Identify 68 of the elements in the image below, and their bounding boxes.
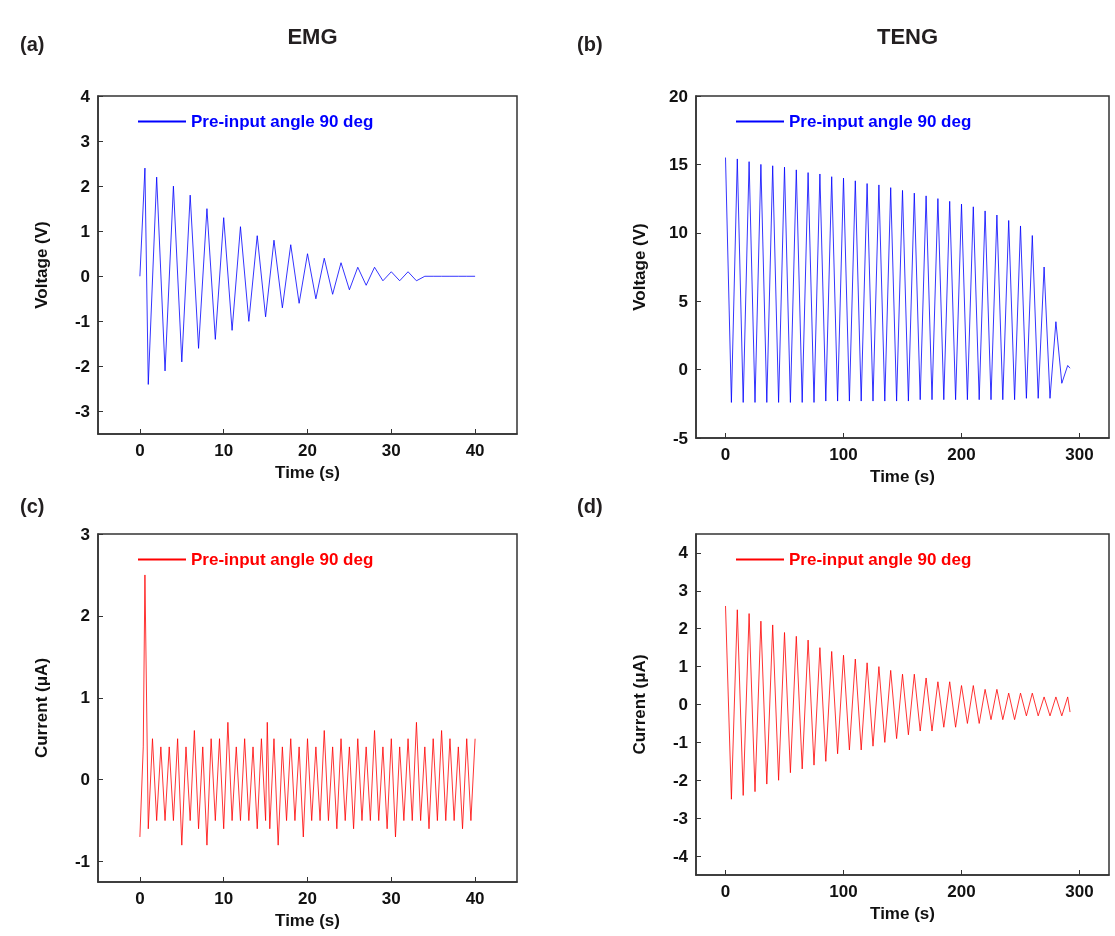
y-tick-label: 4: [678, 543, 689, 563]
x-axis-title: Time (s): [870, 903, 935, 923]
y-tick-label: 3: [678, 581, 688, 601]
x-tick-label: 20: [298, 889, 317, 908]
y-tick-label: 3: [80, 131, 90, 151]
y-axis-title: Voltage (V): [630, 223, 649, 311]
x-tick-label: 10: [214, 441, 234, 460]
y-tick-label: -3: [672, 808, 688, 828]
x-tick-label: 0: [720, 445, 731, 464]
legend-label: Pre-input angle 90 deg: [191, 550, 374, 569]
y-tick-label: 0: [678, 360, 688, 380]
text: (c): [20, 495, 45, 517]
line-series: [725, 605, 1071, 800]
x-tick-label: 100: [829, 445, 858, 464]
text: (d): [577, 495, 603, 517]
chart-title: EMG: [287, 23, 338, 49]
x-tick-label: 0: [135, 441, 145, 460]
y-tick-label: -5: [672, 428, 688, 448]
y-tick-label: 0: [80, 770, 90, 790]
y-tick-label: 1: [80, 221, 90, 241]
y-tick-label: -1: [74, 852, 90, 872]
y-tick-label: -1: [74, 311, 90, 331]
y-tick-label: 1: [678, 657, 688, 677]
y-tick-label: 3: [80, 524, 90, 544]
legend-label: Pre-input angle 90 deg: [191, 112, 374, 131]
y-tick-label: 2: [80, 176, 90, 196]
line-series: [725, 157, 1071, 403]
line-series: [139, 167, 476, 385]
x-tick-label: 200: [947, 445, 976, 464]
x-tick-label: 0: [135, 889, 145, 908]
x-tick-label: 0: [720, 882, 731, 901]
x-axis-title: Time (s): [870, 466, 935, 486]
x-axis-title: Time (s): [275, 462, 340, 482]
y-axis-title: Current (μA): [630, 654, 649, 755]
y-tick-label: -2: [672, 770, 688, 790]
y-tick-label: 2: [80, 606, 90, 626]
text: (a): [20, 33, 45, 55]
y-tick-label: 0: [80, 266, 90, 286]
x-tick-label: 30: [381, 441, 401, 460]
y-axis-title: Voltage (V): [32, 221, 51, 309]
x-tick-label: 40: [465, 441, 485, 460]
y-tick-label: 5: [678, 291, 688, 311]
y-tick-label: 10: [669, 223, 688, 243]
x-axis-title: Time (s): [275, 910, 340, 930]
y-tick-label: -1: [672, 732, 688, 752]
legend-label: Pre-input angle 90 deg: [789, 112, 972, 131]
y-tick-label: -4: [672, 846, 689, 866]
x-tick-label: 10: [214, 889, 234, 908]
chart-title: TENG: [876, 23, 939, 49]
x-tick-label: 300: [1065, 445, 1094, 464]
line-series: [139, 574, 476, 846]
text: (b): [577, 33, 603, 55]
y-tick-label: 0: [678, 695, 688, 714]
y-tick-label: 4: [80, 86, 91, 106]
y-tick-label: 1: [80, 688, 90, 708]
x-tick-label: 200: [947, 882, 976, 901]
y-tick-label: 20: [669, 86, 688, 106]
x-tick-label: 40: [465, 889, 485, 908]
y-tick-label: 15: [669, 154, 688, 174]
y-tick-label: -3: [74, 401, 90, 421]
legend-label: Pre-input angle 90 deg: [789, 550, 972, 569]
x-tick-label: 20: [298, 441, 317, 460]
x-tick-label: 300: [1065, 882, 1094, 901]
y-tick-label: 2: [678, 619, 688, 639]
x-tick-label: 30: [381, 889, 401, 908]
x-tick-label: 100: [829, 882, 858, 901]
y-axis-title: Current (μA): [32, 657, 51, 759]
y-tick-label: -2: [74, 356, 90, 376]
